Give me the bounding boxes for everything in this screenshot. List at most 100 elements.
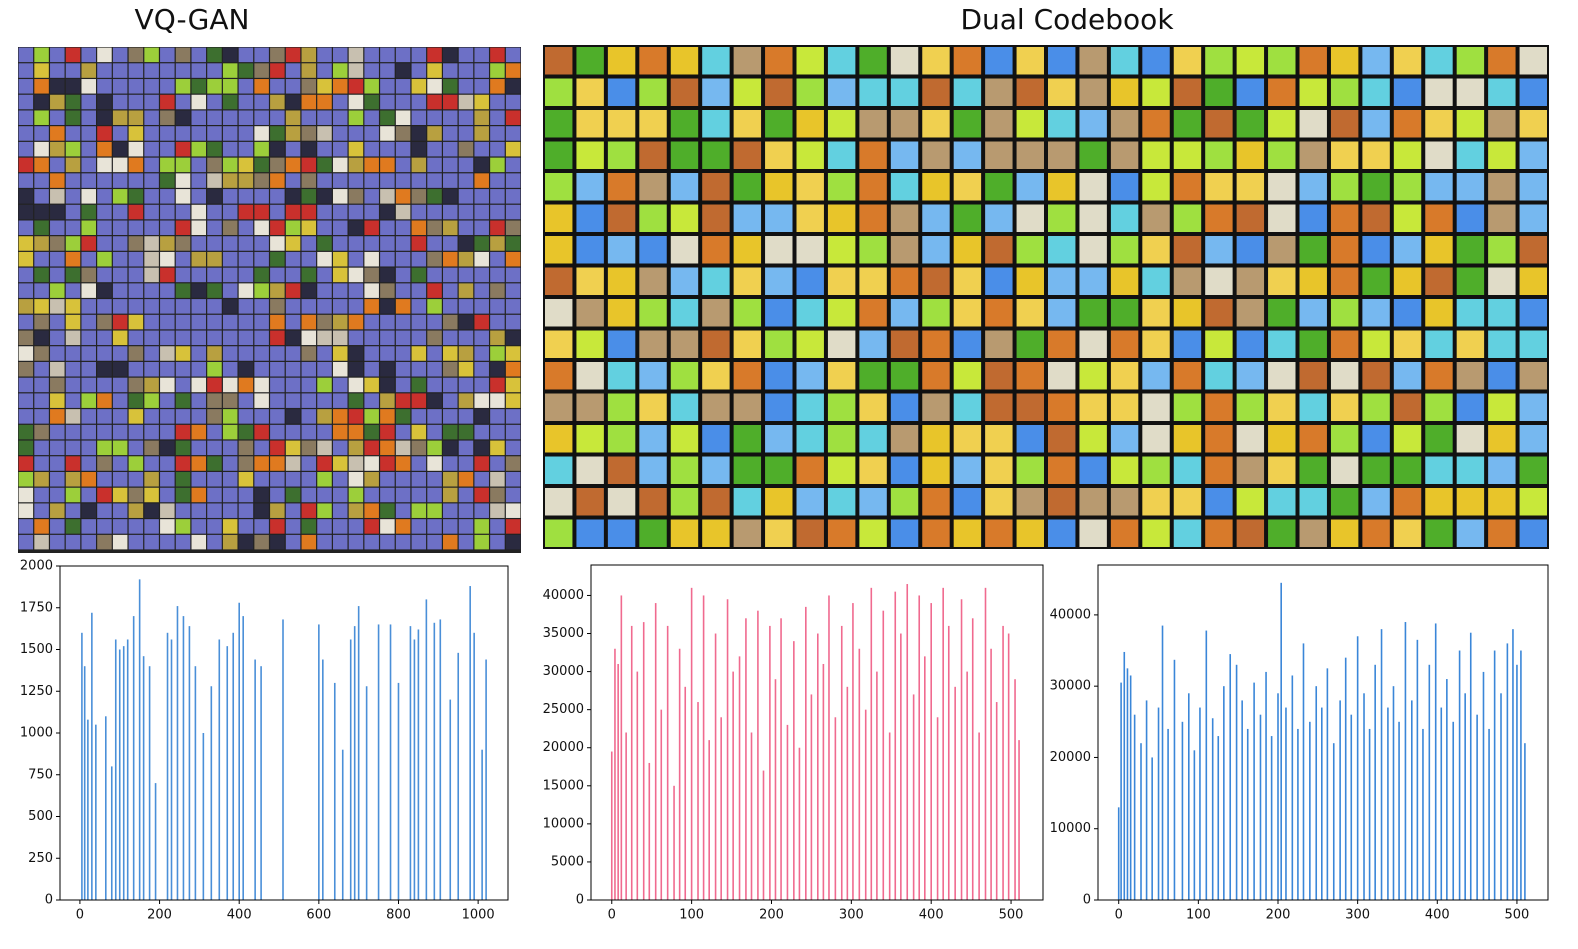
code-tile bbox=[1330, 362, 1359, 390]
code-tile bbox=[505, 346, 521, 361]
code-tile bbox=[576, 393, 604, 421]
code-tile bbox=[364, 534, 379, 550]
code-tile bbox=[639, 330, 667, 358]
code-tile bbox=[411, 236, 427, 251]
code-tile bbox=[765, 141, 793, 169]
bar bbox=[810, 694, 813, 900]
code-tile bbox=[474, 189, 489, 204]
code-tile bbox=[859, 488, 887, 516]
code-tile bbox=[348, 141, 364, 157]
code-tile bbox=[254, 63, 269, 78]
code-tile bbox=[175, 424, 191, 440]
code-tile bbox=[1268, 236, 1296, 264]
code-tile bbox=[65, 503, 81, 518]
code-tile bbox=[207, 424, 222, 440]
code-tile bbox=[1110, 488, 1139, 516]
code-tile bbox=[238, 141, 254, 157]
code-tile bbox=[348, 330, 364, 346]
code-tile bbox=[222, 330, 238, 346]
code-tile bbox=[985, 456, 1013, 484]
code-tile bbox=[380, 409, 395, 424]
code-tile bbox=[411, 409, 427, 424]
code-tile bbox=[505, 157, 521, 173]
code-tile bbox=[1488, 78, 1516, 106]
code-tile bbox=[285, 283, 301, 298]
code-tile bbox=[191, 189, 207, 204]
code-tile bbox=[859, 425, 887, 453]
code-tile bbox=[65, 220, 81, 236]
code-tile bbox=[348, 204, 364, 220]
code-tile bbox=[922, 236, 950, 264]
bar bbox=[1309, 721, 1311, 900]
code-tile bbox=[160, 424, 175, 440]
code-tile bbox=[50, 346, 65, 361]
y-tick-label: 15000 bbox=[543, 778, 584, 793]
code-tile bbox=[490, 141, 505, 157]
code-tile bbox=[50, 299, 65, 314]
code-tile bbox=[395, 173, 411, 188]
code-tile bbox=[191, 157, 207, 173]
code-tile bbox=[490, 314, 505, 330]
code-tile bbox=[411, 456, 427, 471]
code-tile bbox=[175, 251, 191, 267]
code-tile bbox=[348, 47, 364, 63]
bar bbox=[142, 656, 145, 900]
code-tile bbox=[490, 519, 505, 534]
code-tile bbox=[490, 283, 505, 298]
code-tile bbox=[65, 157, 81, 173]
code-tile bbox=[796, 519, 824, 547]
code-tile bbox=[490, 503, 505, 518]
code-tile bbox=[364, 456, 379, 471]
code-tile bbox=[474, 440, 489, 456]
bar bbox=[900, 633, 902, 900]
code-tile bbox=[1236, 47, 1265, 75]
code-tile bbox=[639, 78, 667, 106]
code-tile bbox=[890, 519, 919, 547]
code-tile bbox=[112, 204, 128, 220]
code-tile bbox=[922, 173, 950, 201]
code-tile bbox=[160, 440, 175, 456]
bar bbox=[617, 663, 619, 900]
code-tile bbox=[112, 189, 128, 204]
code-tile bbox=[1299, 362, 1327, 390]
code-tile bbox=[1205, 141, 1233, 169]
code-tile bbox=[238, 267, 254, 283]
code-tile bbox=[301, 534, 317, 550]
code-tile bbox=[1048, 299, 1076, 327]
bar bbox=[449, 699, 452, 900]
code-tile bbox=[1110, 362, 1139, 390]
code-tile bbox=[301, 409, 317, 424]
code-tile bbox=[1362, 204, 1390, 232]
code-tile bbox=[1048, 330, 1076, 358]
code-tile bbox=[1205, 173, 1233, 201]
code-tile bbox=[222, 251, 238, 267]
code-tile bbox=[1393, 204, 1422, 232]
code-tile bbox=[395, 189, 411, 204]
code-tile bbox=[348, 220, 364, 236]
code-tile bbox=[254, 173, 269, 188]
code-tile bbox=[380, 330, 395, 346]
code-tile bbox=[427, 534, 442, 550]
code-tile bbox=[443, 204, 458, 220]
code-tile bbox=[144, 126, 159, 141]
bar bbox=[469, 586, 471, 900]
code-tile bbox=[332, 251, 348, 267]
code-tile bbox=[348, 299, 364, 314]
code-tile bbox=[670, 362, 699, 390]
code-tile bbox=[160, 330, 175, 346]
code-tile bbox=[317, 519, 332, 534]
code-tile bbox=[191, 361, 207, 377]
code-tile bbox=[191, 110, 207, 125]
code-tile bbox=[953, 173, 982, 201]
code-tile bbox=[50, 377, 65, 393]
code-tile bbox=[97, 110, 112, 125]
code-tile bbox=[1456, 425, 1485, 453]
code-tile bbox=[490, 409, 505, 424]
code-tile bbox=[1488, 456, 1516, 484]
code-tile bbox=[270, 314, 285, 330]
code-tile bbox=[765, 47, 793, 75]
code-tile bbox=[97, 251, 112, 267]
code-tile bbox=[112, 94, 128, 110]
